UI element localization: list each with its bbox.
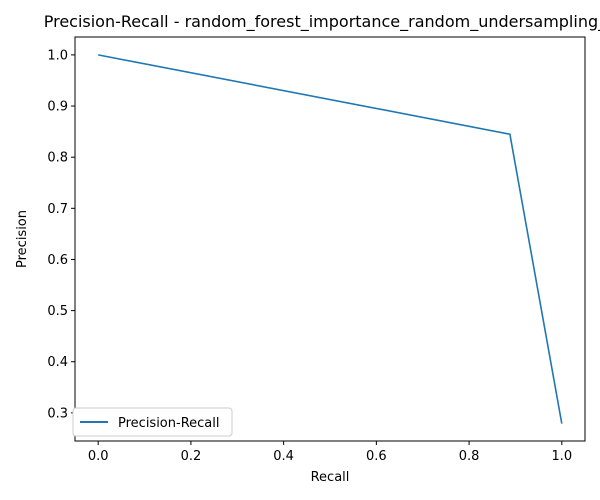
plot-frame [74, 36, 586, 442]
y-tick-label: 0.4 [47, 355, 68, 370]
x-tick-label: 0.8 [459, 449, 480, 464]
y-axis-label: Precision [15, 210, 30, 268]
x-tick-label: 0.4 [273, 449, 294, 464]
x-tick-label: 0.6 [366, 449, 387, 464]
series-layer [98, 54, 563, 424]
y-tick-label: 0.8 [47, 151, 68, 166]
legend: Precision-Recall [72, 407, 233, 437]
legend-label-precision-recall: Precision-Recall [118, 416, 219, 431]
y-tick-label: 0.5 [47, 304, 68, 319]
y-tick-label: 1.0 [47, 48, 68, 63]
x-tick-label: 1.0 [551, 449, 572, 464]
y-tick-label: 0.6 [47, 253, 68, 268]
y-tick-label: 0.9 [47, 100, 68, 115]
legend-box [72, 407, 233, 437]
plot-area: 0.0 0.2 0.4 0.6 0.8 1.0 0.3 0.4 0.5 0.6 0.7 0.8 0.9… [47, 36, 586, 464]
x-axis-ticks: 0.0 0.2 0.4 0.6 0.8 1.0 [88, 441, 572, 464]
x-axis-label: Recall [311, 470, 350, 485]
y-axis-ticks: 0.3 0.4 0.5 0.6 0.7 0.8 0.9 1.0 [47, 48, 75, 421]
y-tick-label: 0.7 [47, 202, 68, 217]
chart-title: Precision-Recall - random_forest_importa… [44, 12, 600, 32]
y-tick-label: 0.3 [47, 406, 68, 421]
x-tick-label: 0.2 [181, 449, 202, 464]
x-tick-label: 0.0 [88, 449, 109, 464]
series-line-precision-recall [98, 54, 563, 424]
